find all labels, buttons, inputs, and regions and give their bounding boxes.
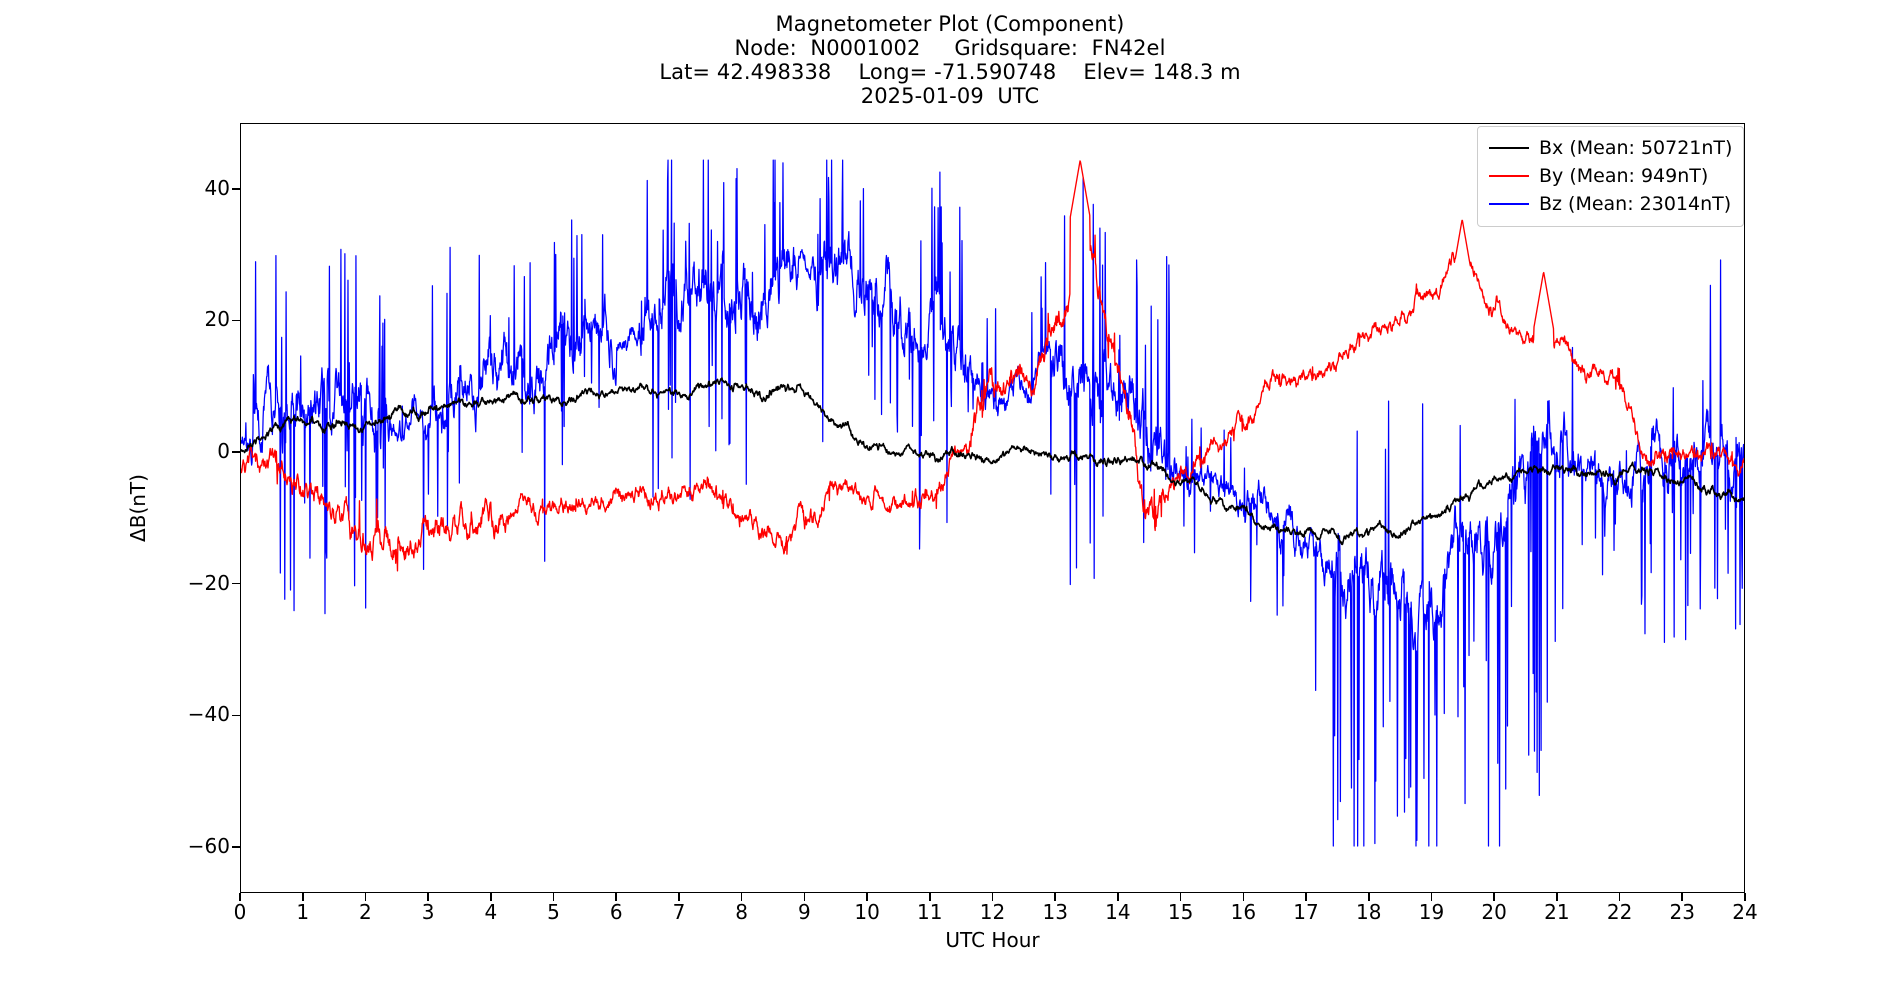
x-axis-tick-label: 4 bbox=[484, 900, 498, 924]
x-axis-tick-label: 19 bbox=[1418, 900, 1445, 924]
legend-swatch-bz bbox=[1489, 203, 1529, 205]
y-axis-tick-label: −20 bbox=[187, 570, 230, 595]
x-axis-tick-label: 6 bbox=[609, 900, 623, 924]
legend-label-bx: Bx (Mean: 50721nT) bbox=[1539, 137, 1733, 159]
x-axis-tick-mark bbox=[866, 893, 868, 901]
x-axis-tick-mark bbox=[1681, 893, 1684, 901]
legend-label-by: By (Mean: 949nT) bbox=[1539, 165, 1709, 187]
y-axis-tick-mark bbox=[232, 582, 240, 585]
legend-item-bx[interactable]: Bx (Mean: 50721nT) bbox=[1489, 134, 1732, 162]
y-axis-tick-mark bbox=[232, 714, 240, 717]
y-axis-tick-label: 40 bbox=[204, 175, 230, 200]
y-axis-tick-mark bbox=[232, 451, 240, 453]
legend-swatch-bx bbox=[1489, 147, 1529, 149]
x-axis-tick-label: 12 bbox=[979, 900, 1006, 924]
x-axis-tick-mark bbox=[364, 893, 367, 901]
x-axis-tick-mark bbox=[1430, 893, 1433, 901]
x-axis-tick-mark bbox=[490, 893, 492, 901]
x-axis-title: UTC Hour bbox=[945, 928, 1040, 952]
y-axis-tick-mark bbox=[232, 846, 240, 848]
x-axis-tick-mark bbox=[740, 893, 743, 901]
y-axis-tick-labels: 40 20 0 −20 −40 −60 bbox=[150, 0, 230, 1000]
x-axis-tick-mark bbox=[803, 893, 806, 901]
x-axis-tick-mark bbox=[1305, 893, 1307, 901]
x-axis-tick-mark bbox=[928, 893, 931, 901]
x-axis-tick-mark bbox=[1367, 893, 1370, 901]
y-axis-tick-mark bbox=[232, 319, 240, 322]
x-axis-tick-label: 7 bbox=[672, 900, 686, 924]
x-axis-tick-mark bbox=[991, 893, 994, 901]
x-axis-tick-mark bbox=[552, 893, 555, 901]
x-axis-tick-mark bbox=[1618, 893, 1621, 901]
x-axis-tick-label: 15 bbox=[1167, 900, 1194, 924]
x-axis-tick-mark bbox=[1054, 893, 1056, 901]
x-axis-tick-label: 9 bbox=[798, 900, 811, 924]
legend-label-bz: Bz (Mean: 23014nT) bbox=[1539, 193, 1732, 215]
x-axis-tick-mark bbox=[239, 893, 241, 901]
series-group-bz bbox=[241, 159, 1744, 847]
x-axis-tick-mark bbox=[427, 893, 429, 901]
x-axis-tick-label: 2 bbox=[359, 900, 372, 924]
x-axis-tick-mark bbox=[1744, 893, 1746, 901]
x-axis-tick-label: 17 bbox=[1293, 900, 1319, 924]
plot-title-block: Magnetometer Plot (Component) Node: N000… bbox=[0, 12, 1900, 108]
x-axis-tick-mark bbox=[1556, 893, 1558, 901]
series-group-by bbox=[241, 160, 1744, 572]
y-axis-tick-label: 20 bbox=[204, 307, 230, 332]
x-axis-tick-label: 8 bbox=[735, 900, 749, 924]
x-axis-tick-label: 14 bbox=[1105, 900, 1131, 924]
y-axis-title: ΔB(nT) bbox=[126, 474, 150, 542]
x-axis-tick-label: 0 bbox=[233, 900, 247, 924]
series-line-bx bbox=[241, 377, 1744, 546]
legend-swatch-by bbox=[1489, 175, 1529, 177]
legend-item-bz[interactable]: Bz (Mean: 23014nT) bbox=[1489, 190, 1732, 218]
series-canvas bbox=[241, 159, 1744, 847]
plot-title-line-3: Lat= 42.498338 Long= -71.590748 Elev= 14… bbox=[659, 60, 1241, 84]
x-axis-tick-mark bbox=[1179, 893, 1182, 901]
plot-title-line-2: Node: N0001002 Gridsquare: FN42el bbox=[734, 36, 1166, 60]
x-axis-tick-mark bbox=[1117, 893, 1119, 901]
x-axis-tick-mark bbox=[1242, 893, 1245, 901]
x-axis-tick-label: 1 bbox=[296, 900, 310, 924]
x-axis-tick-label: 5 bbox=[547, 900, 560, 924]
x-axis-tick-label: 22 bbox=[1606, 900, 1633, 924]
series-line-by bbox=[241, 160, 1744, 572]
x-axis-tick-label: 20 bbox=[1481, 900, 1507, 924]
series-line-bz bbox=[241, 159, 1744, 847]
x-axis-tick-mark bbox=[615, 893, 618, 901]
x-axis-tick-label: 18 bbox=[1356, 900, 1382, 924]
x-axis-tick-mark bbox=[301, 893, 304, 901]
x-axis-tick-label: 3 bbox=[421, 900, 435, 924]
plot-area bbox=[240, 123, 1745, 893]
x-axis-tick-label: 16 bbox=[1230, 900, 1257, 924]
x-axis-tick-label: 24 bbox=[1732, 900, 1758, 924]
plot-title-line-4: 2025-01-09 UTC bbox=[860, 84, 1040, 108]
x-axis-tick-label: 23 bbox=[1669, 900, 1695, 924]
y-axis-tick-label: −40 bbox=[187, 702, 230, 727]
y-axis-tick-label: −60 bbox=[187, 833, 230, 858]
y-axis-tick-mark bbox=[232, 188, 240, 190]
x-axis-tick-label: 11 bbox=[917, 900, 943, 924]
x-axis-tick-label: 10 bbox=[854, 900, 880, 924]
x-axis-tick-label: 21 bbox=[1544, 900, 1570, 924]
x-axis-tick-mark bbox=[1493, 893, 1495, 901]
y-axis-tick-label: 0 bbox=[217, 439, 230, 464]
legend-item-by[interactable]: By (Mean: 949nT) bbox=[1489, 162, 1732, 190]
plot-legend: Bx (Mean: 50721nT) By (Mean: 949nT) Bz (… bbox=[1477, 126, 1745, 227]
plot-title-line-1: Magnetometer Plot (Component) bbox=[775, 12, 1125, 36]
x-axis-tick-mark bbox=[678, 893, 680, 901]
series-group-bx bbox=[241, 377, 1744, 546]
x-axis-tick-label: 13 bbox=[1042, 900, 1068, 924]
